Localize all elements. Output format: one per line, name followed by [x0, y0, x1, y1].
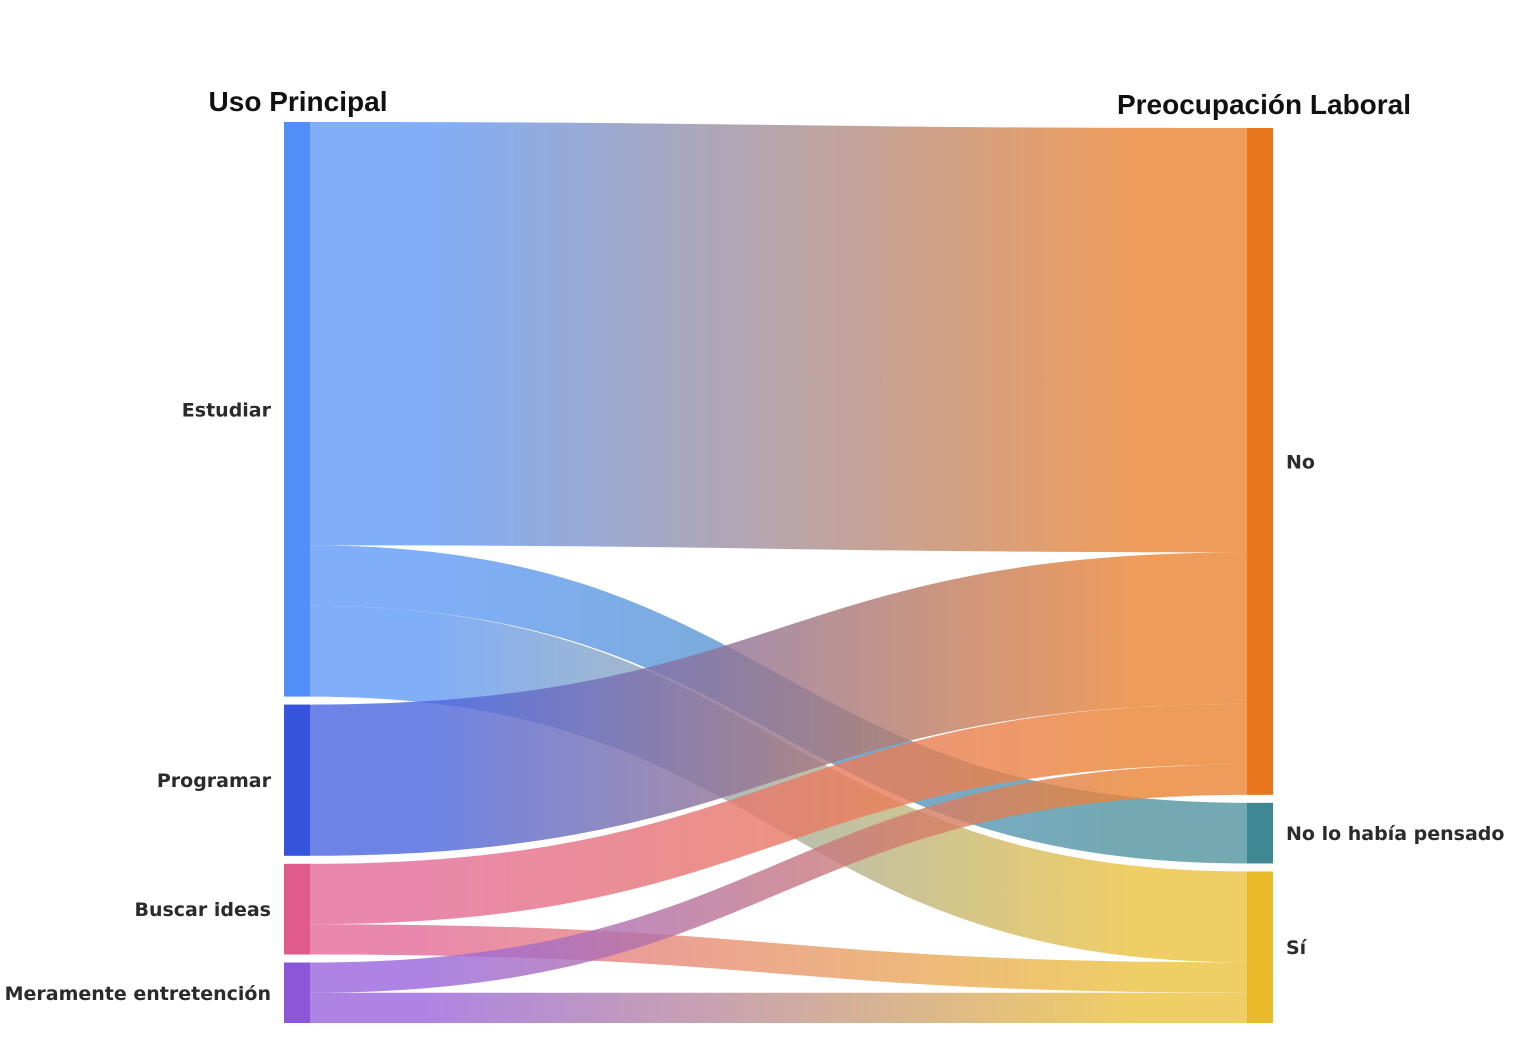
- node-no: [1247, 128, 1273, 795]
- link-meramente-entretencion-to-no: [310, 764, 1247, 993]
- node-label-meramente-entretencion: Meramente entretención: [5, 983, 271, 1005]
- link-buscar-ideas-to-si: [310, 924, 1247, 993]
- links-layer: [310, 122, 1247, 1023]
- node-programar: [284, 704, 310, 856]
- node-label-si: Sí: [1286, 937, 1308, 959]
- node-estudiar: [284, 122, 310, 697]
- link-meramente-entretencion-to-si: [310, 992, 1247, 1023]
- node-buscar-ideas: [284, 863, 310, 955]
- node-no-lo-habia-pensado: [1247, 802, 1273, 864]
- node-label-buscar-ideas: Buscar ideas: [134, 899, 271, 921]
- labels-layer: Estudiar Programar Buscar ideas Meramente e…: [5, 399, 1505, 1004]
- link-programar-to-no: [310, 552, 1247, 856]
- link-buscar-ideas-to-no: [310, 703, 1247, 925]
- link-estudiar-to-no: [310, 122, 1247, 553]
- node-label-no: No: [1286, 451, 1315, 473]
- node-label-no-lo-habia-pensado: No lo había pensado: [1286, 823, 1504, 845]
- node-si: [1247, 871, 1273, 1023]
- node-meramente-entretencion: [284, 962, 310, 1023]
- node-label-programar: Programar: [157, 770, 272, 792]
- node-label-estudiar: Estudiar: [182, 399, 272, 421]
- right-column-title: Preocupación Laboral: [1117, 89, 1411, 120]
- left-column-title: Uso Principal: [209, 86, 388, 117]
- nodes-layer: [284, 122, 1273, 1023]
